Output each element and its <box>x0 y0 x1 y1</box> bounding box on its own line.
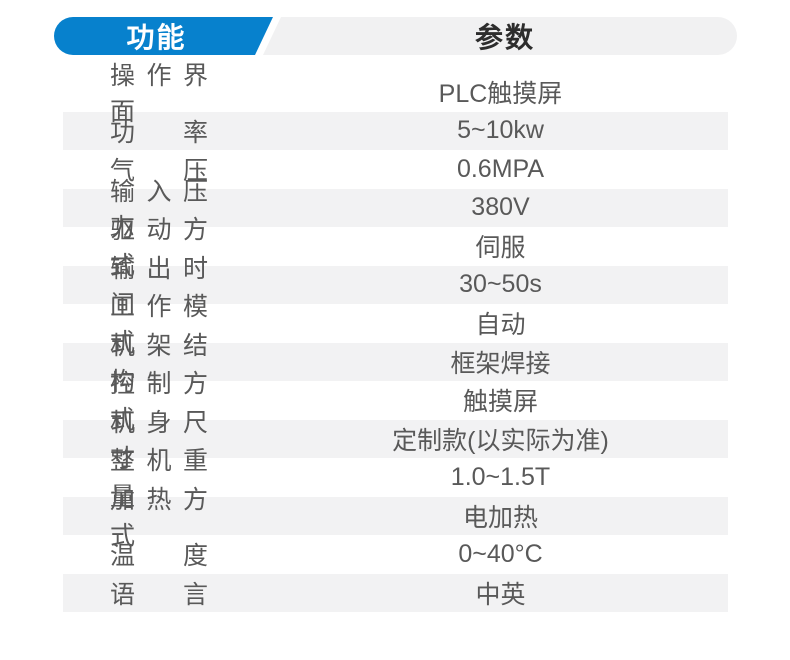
table-row: 机架结构 框架焊接 <box>63 332 728 396</box>
spec-label: 整机重量 <box>110 447 208 512</box>
spec-value: 定制款(以实际为准) <box>392 426 609 455</box>
spec-header: 功能 参数 <box>0 17 790 55</box>
spec-label-cell: 功率 <box>63 113 273 149</box>
table-row: 温度 0~40°C <box>63 535 728 574</box>
table-row: 机身尺寸 定制款(以实际为准) <box>63 409 728 473</box>
tab-function: 功能 <box>54 17 273 55</box>
spec-value: 伺服 <box>475 234 526 263</box>
spec-label: 机架结构 <box>110 331 208 396</box>
spec-value: PLC触摸屏 <box>438 80 563 109</box>
spec-label-cell: 温度 <box>63 536 273 572</box>
table-row: 整机重量 1.0~1.5T <box>63 447 728 511</box>
spec-label: 操作界面 <box>110 62 208 127</box>
table-row: 工作模式 自动 <box>63 293 728 357</box>
spec-value: 1.0~1.5T <box>450 462 551 491</box>
spec-label: 输入压力 <box>110 177 208 242</box>
spec-label-cell: 工作模式 <box>63 287 273 359</box>
spec-label: 气压 <box>110 157 208 186</box>
spec-label: 机身尺寸 <box>110 408 208 473</box>
spec-label-cell: 控制方式 <box>63 364 273 436</box>
table-row: 输出时间 30~50s <box>63 255 728 319</box>
spec-value: 0.6MPA <box>456 154 545 183</box>
spec-label: 工作模式 <box>110 293 208 358</box>
spec-value: 自动 <box>475 311 526 340</box>
table-row: 加热方式 电加热 <box>63 486 728 550</box>
tab-parameters: 参数 <box>263 17 737 55</box>
spec-value: 电加热 <box>462 503 538 532</box>
spec-label: 控制方式 <box>110 370 208 435</box>
spec-value: 中英 <box>475 580 526 609</box>
spec-label-cell: 驱动方式 <box>63 210 273 282</box>
spec-label: 驱动方式 <box>110 216 208 281</box>
spec-value: 30~50s <box>459 270 542 299</box>
spec-value: 触摸屏 <box>462 388 538 417</box>
spec-label-cell: 机架结构 <box>63 326 273 398</box>
table-row: 气压 0.6MPA <box>63 150 728 189</box>
table-row: 输入压力 380V <box>63 178 728 242</box>
table-row: 语言 中英 <box>63 573 728 612</box>
table-row: 驱动方式 伺服 <box>63 216 728 280</box>
spec-label-cell: 语言 <box>63 575 273 611</box>
spec-value: 框架焊接 <box>450 349 551 378</box>
spec-label-cell: 机身尺寸 <box>63 403 273 475</box>
spec-label: 温度 <box>110 542 208 571</box>
spec-label-cell: 输入压力 <box>63 172 273 244</box>
spec-label-cell: 操作界面 <box>63 56 273 128</box>
spec-value: 380V <box>471 193 530 222</box>
spec-label: 输出时间 <box>110 254 208 319</box>
spec-table: 操作界面 PLC触摸屏 功率 5~10kw 气压 0.6MPA 输入压力 380… <box>63 62 728 612</box>
spec-value: 0~40°C <box>458 539 543 568</box>
spec-label: 加热方式 <box>110 485 208 550</box>
table-row: 控制方式 触摸屏 <box>63 370 728 434</box>
spec-label: 语言 <box>110 580 208 609</box>
table-row: 功率 5~10kw <box>63 111 728 150</box>
spec-label-cell: 气压 <box>63 151 273 187</box>
spec-label-cell: 整机重量 <box>63 441 273 513</box>
spec-label-cell: 输出时间 <box>63 249 273 321</box>
table-row: 操作界面 PLC触摸屏 <box>63 62 728 126</box>
spec-value: 5~10kw <box>457 116 544 145</box>
spec-label-cell: 加热方式 <box>63 480 273 552</box>
spec-label: 功率 <box>110 118 208 147</box>
